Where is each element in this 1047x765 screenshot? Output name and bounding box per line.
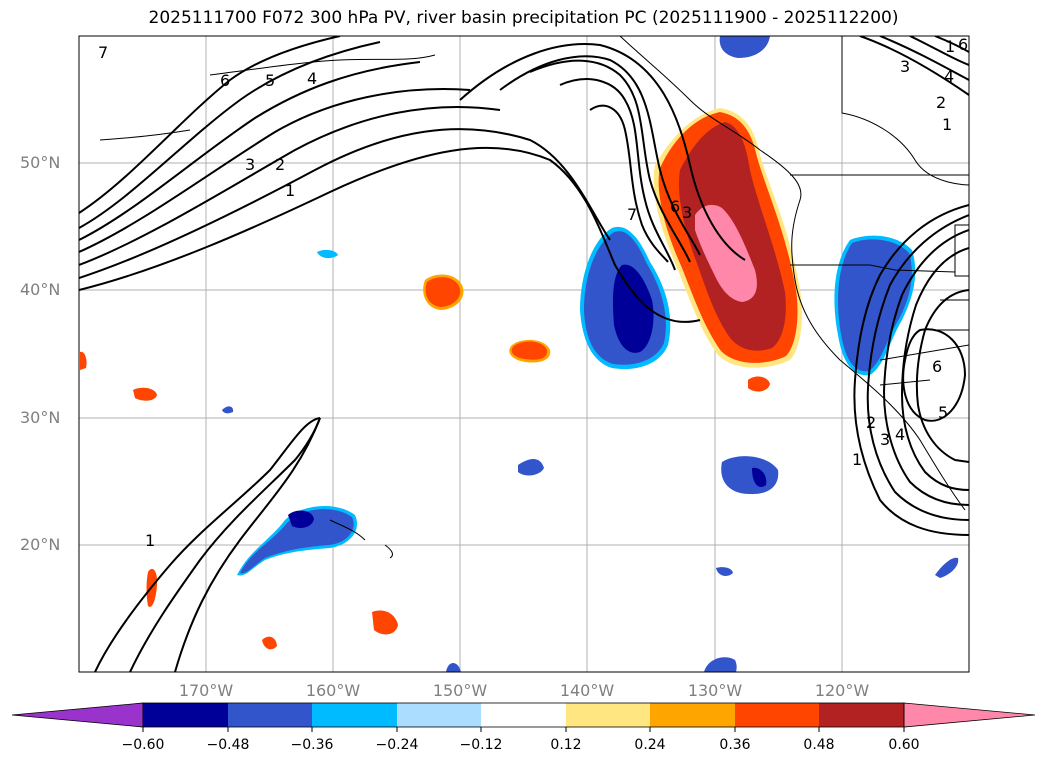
- colorbar-tick-label: −0.36: [290, 737, 334, 753]
- contour-label: 6: [220, 71, 230, 90]
- contour-label: 6: [670, 197, 680, 216]
- contour-label: 1: [942, 115, 952, 134]
- contour-label: 1: [145, 531, 155, 550]
- colorbar-bin: [312, 703, 397, 727]
- contour-label: 3: [880, 430, 890, 449]
- lat-label-30n: 30°N: [20, 408, 61, 427]
- contour-label: 2: [275, 155, 285, 174]
- lon-label-160w: 160°W: [305, 681, 361, 700]
- colorbar-bin: [650, 703, 735, 727]
- contour-label: 3: [245, 155, 255, 174]
- contour-label: 4: [944, 67, 954, 86]
- colorbar-bin: [566, 703, 650, 727]
- colorbar-frame: [142, 702, 905, 728]
- pv-contours: [79, 36, 969, 672]
- lat-label-50n: 50°N: [20, 153, 61, 172]
- colorbar-tick-label: 0.60: [888, 737, 920, 753]
- contour-label: 1: [852, 450, 862, 469]
- negative-anomaly-inland: [834, 235, 916, 376]
- colorbar-tick-label: 0.36: [719, 737, 751, 753]
- contour-label: 2: [936, 93, 946, 112]
- contour-label: 4: [307, 69, 317, 88]
- lon-label-150w: 150°W: [432, 681, 488, 700]
- colorbar-extend-right: [903, 702, 1036, 728]
- colorbar-tick-label: −0.12: [459, 737, 503, 753]
- lon-label-170w: 170°W: [178, 681, 234, 700]
- negative-anomaly-offshore: [580, 226, 671, 370]
- colorbar-tick-label: −0.60: [121, 737, 165, 753]
- contour-label: 7: [627, 205, 637, 224]
- lon-label-120w: 120°W: [814, 681, 870, 700]
- lon-label-140w: 140°W: [559, 681, 615, 700]
- lon-label-130w: 130°W: [687, 681, 743, 700]
- colorbar-tick-label: 0.48: [803, 737, 835, 753]
- lat-label-20n: 20°N: [20, 535, 61, 554]
- colorbar-tick-label: −0.24: [375, 737, 419, 753]
- contour-label: 5: [265, 71, 275, 90]
- colorbar: [11, 702, 1036, 732]
- contour-label: 1: [945, 37, 955, 56]
- contour-label: 7: [98, 43, 108, 62]
- colorbar-bin: [735, 703, 819, 727]
- contour-label: 1: [285, 181, 295, 200]
- contour-label: 3: [682, 203, 692, 222]
- contour-labels: 7 6 5 4 3 2 1 7 6 3 6 5 4 3 2 1 1 1 3 4 …: [98, 35, 968, 550]
- colorbar-extend-left: [11, 702, 144, 728]
- small-anomaly-blobs: [80, 36, 959, 672]
- lat-label-40n: 40°N: [20, 280, 61, 299]
- contour-label: 6: [958, 35, 968, 54]
- colorbar-bin: [228, 703, 312, 727]
- contour-label: 3: [900, 57, 910, 76]
- contour-label: 2: [866, 413, 876, 432]
- map-frame: [78, 35, 970, 673]
- colorbar-bin: [143, 703, 228, 727]
- colorbar-tick-label: −0.48: [206, 737, 250, 753]
- colorbar-tick-label: 0.24: [634, 737, 666, 753]
- colorbar-bin: [481, 703, 566, 727]
- contour-label: 5: [938, 403, 948, 422]
- colorbar-bin: [819, 703, 904, 727]
- contour-label: 4: [895, 425, 905, 444]
- colorbar-tick-label: 0.12: [550, 737, 582, 753]
- figure-title: 2025111700 F072 300 hPa PV, river basin …: [148, 8, 899, 28]
- colorbar-bin: [397, 703, 481, 727]
- colorbar-ticks: [142, 727, 905, 732]
- contour-label: 6: [932, 357, 942, 376]
